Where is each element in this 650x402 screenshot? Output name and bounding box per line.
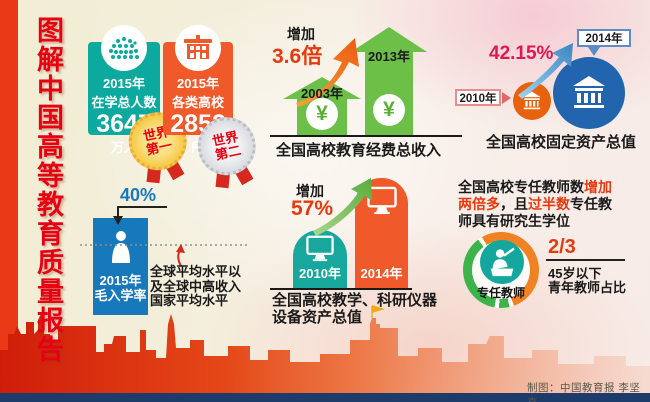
colleges-badge-text: 世界第二 [210,128,243,163]
funding-increase-value: 3.6倍 [272,45,323,68]
assets-2014-pointer-icon [588,47,600,56]
students-label: 在学总人数 [91,95,157,110]
assets-increase-value: 42.15% [489,43,554,64]
teachers-text-5: 专任教师具有研究生学位 [458,196,612,229]
equipment-bar-2014: 2014年 [355,178,408,288]
enrollment-year: 2015年 [99,273,142,288]
assets-caption: 全国高校固定资产总值 [486,134,637,151]
colleges-year: 2015年 [177,76,219,91]
assets-2010-pointer-icon [502,92,511,104]
assets-2014-circle [553,57,625,129]
donut-label: 专任教师 [476,286,525,300]
school-building-icon [175,25,221,71]
funding-caption: 全国高校教育经费总收入 [276,142,442,159]
teachers-paragraph: 全国高校专任教师数增加两倍多，且过半数专任教师具有研究生学位 [458,179,618,230]
teachers-text-1: 全国高校专任教师数 [458,179,584,195]
teachers-text-4: 过半数 [528,196,570,212]
up-arrow-2013 [351,27,427,135]
left-red-bar [0,0,18,402]
teachers-text-2: 增加两倍多 [458,179,612,212]
computer-monitor-icon [306,235,334,262]
note-arrowhead-icon [176,244,185,253]
flag-icon [372,305,385,313]
bottom-navy-strip [0,393,650,402]
enrollment-note-line1: 全球平均水平以 [150,264,242,279]
equipment-caption-line2: 设备资产总值 [272,309,363,326]
credit-line: 制图：中国教育报 李坚真 [527,382,641,402]
equipment-caption-line1: 全国高校教学、科研仪器 [272,292,438,309]
enrollment-connector-line [117,206,167,217]
funding-year-from: 2003年 [301,86,343,101]
equipment-caption: 全国高校教学、科研仪器 设备资产总值 [272,292,437,326]
enrollment-note-line3: 国家平均水平 [150,293,229,308]
equipment-increase-value: 57% [291,197,334,220]
computer-monitor-icon [366,186,397,215]
enrollment-note-line2: 及全球中高收入 [150,278,242,294]
world-second-badge: 世界第二 [192,111,265,202]
enrollment-note: 全球平均水平以 及全球中高收入 国家平均水平 [150,264,242,309]
teachers-donut-chart: 专任教师 [463,232,539,308]
teachers-stat-line2: 青年教师占比 [548,280,627,295]
assets-year-from: 2010年 [459,92,497,105]
assets-year-to: 2014年 [585,33,623,45]
teachers-stat-line1: 45岁以下 [548,266,602,281]
students-year: 2015年 [103,76,145,91]
assets-year-from-box: 2010年 [455,89,501,106]
bank-building-icon [523,91,541,110]
enrollment-label: 毛入学率 [94,288,147,303]
equipment-year-from: 2010年 [299,266,341,281]
page-title: 图解中国高等教育质量报告 [33,16,63,364]
city-skyline [0,305,650,402]
funding-year-to: 2013年 [368,49,410,64]
yen-icon: ¥ [316,102,328,125]
teachers-text-3: ，且 [500,196,528,212]
colleges-label: 各类高校 [171,95,224,110]
assets-year-to-box: 2014年 [577,29,631,47]
teachers-stat-value: 2/3 [548,236,576,258]
assets-2010-circle [513,82,551,120]
teacher-icon [480,240,524,284]
enrollment-rate: 40% [120,185,157,205]
medal-ribbon-icon: 世界第二 [192,111,262,181]
enrollment-box: 2015年 毛入学率 [93,218,148,315]
equipment-bar-2010: 2010年 [293,230,347,288]
yen-icon: ¥ [383,98,395,121]
bank-building-icon [573,76,605,108]
student-icon [111,231,130,263]
crowd-icon [101,25,147,71]
equipment-year-to: 2014年 [360,266,403,281]
